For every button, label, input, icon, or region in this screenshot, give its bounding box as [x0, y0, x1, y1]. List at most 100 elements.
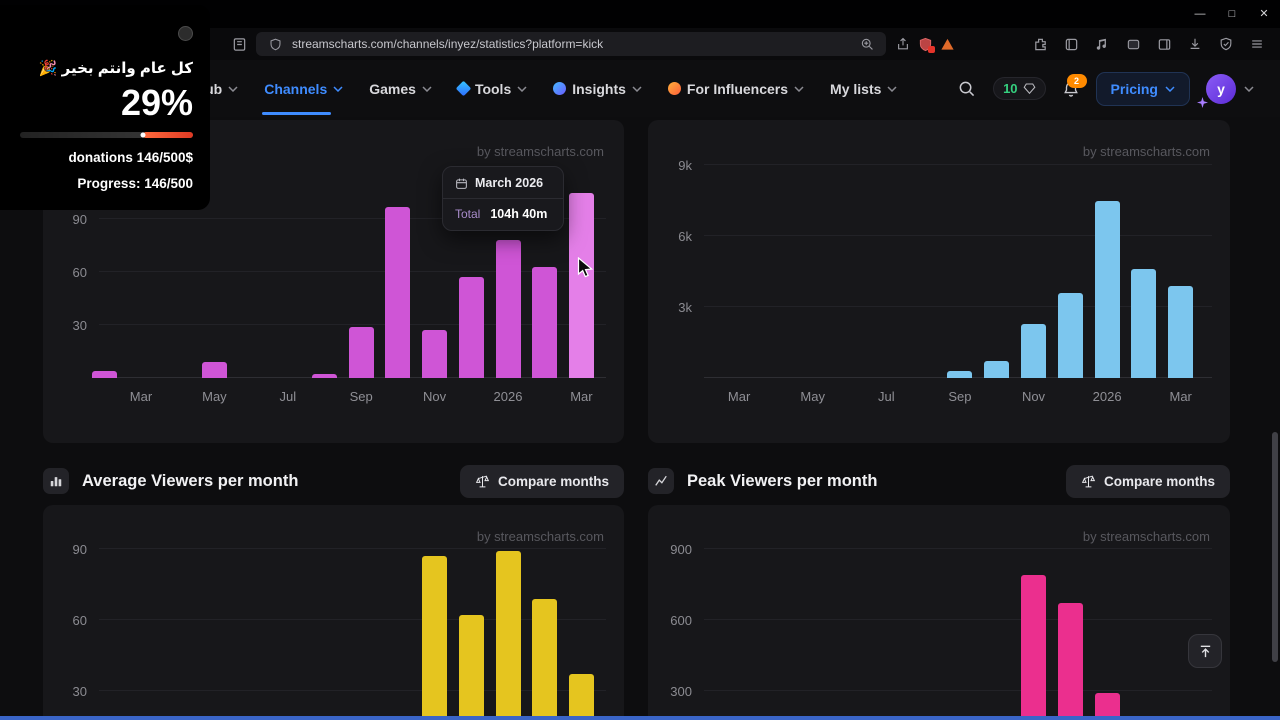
watermark: by streamscharts.com — [476, 144, 604, 159]
chevron-down-icon — [422, 85, 432, 92]
section-title: Peak Viewers per month — [687, 471, 878, 490]
window-restore-button[interactable]: □ — [1228, 8, 1236, 20]
chevron-down-icon — [632, 85, 642, 92]
browser-chrome: — □ ✕ streamscharts.com/channels/inyez/s… — [0, 0, 1280, 60]
bar-feb-2026[interactable] — [532, 266, 558, 378]
bar-mar-2026[interactable] — [568, 674, 594, 720]
scrollbar-thumb[interactable] — [1272, 432, 1278, 662]
bar-feb-2025[interactable] — [91, 370, 117, 378]
nav-item-games[interactable]: Games — [369, 81, 432, 97]
x-tick-label: Mar — [570, 389, 593, 404]
insights-icon — [553, 82, 567, 95]
bar-feb-2026[interactable] — [1131, 269, 1157, 378]
bar-may-2025[interactable] — [201, 362, 227, 378]
donation-progress-fill — [140, 132, 193, 138]
x-tick-label: 2026 — [1092, 389, 1122, 404]
bar-dec-2025[interactable] — [1057, 603, 1083, 720]
chevron-down-icon — [333, 85, 343, 92]
warning-triangle-icon[interactable] — [936, 33, 958, 55]
bar-nov-2025[interactable] — [422, 330, 448, 378]
gridline — [99, 218, 606, 219]
bar-jan-2026[interactable] — [495, 240, 521, 378]
library-icon[interactable] — [1060, 33, 1082, 55]
y-tick-label: 900 — [670, 542, 692, 557]
site-nav: Hub Channels Games Tools Insights — [0, 60, 1280, 117]
menu-icon[interactable] — [1246, 33, 1268, 55]
adblock-shield-icon[interactable] — [914, 33, 936, 55]
scroll-to-top-button[interactable] — [1188, 634, 1222, 668]
search-icon[interactable] — [955, 78, 977, 100]
chevron-down-icon — [1244, 85, 1254, 92]
bar-nov-2025[interactable] — [1021, 575, 1046, 720]
gridline — [99, 271, 606, 272]
bar-dec-2025[interactable] — [458, 277, 484, 378]
avatar[interactable]: y — [1206, 73, 1236, 104]
progress-thumb — [140, 132, 146, 138]
nav-item-channels[interactable]: Channels — [262, 81, 343, 115]
bar-jan-2026[interactable] — [495, 551, 521, 720]
downloads-icon[interactable] — [1184, 33, 1206, 55]
sidebar-icon[interactable] — [1153, 33, 1175, 55]
zoom-icon[interactable] — [856, 33, 878, 55]
chevron-down-icon — [228, 85, 238, 92]
chevron-down-icon — [1165, 85, 1175, 92]
y-tick-label: 3k — [678, 300, 692, 315]
account-menu[interactable]: y — [1197, 73, 1254, 108]
bar-sep-2025[interactable] — [947, 370, 973, 378]
music-icon[interactable] — [1091, 33, 1113, 55]
nav-item-insights[interactable]: Insights — [553, 81, 642, 97]
nav-item-for-influencers[interactable]: For Influencers — [667, 81, 804, 97]
bar-jan-2026[interactable] — [1094, 200, 1120, 378]
bar-aug-2025[interactable] — [312, 374, 337, 378]
nav-item-tools[interactable]: Tools — [455, 80, 527, 97]
compare-months-button[interactable]: Compare months — [1065, 464, 1230, 498]
chevron-down-icon — [517, 85, 527, 92]
chart-tooltip: March 2026 Total 104h 40m — [442, 166, 564, 231]
bar-nov-2025[interactable] — [422, 556, 448, 720]
bar-dec-2025[interactable] — [1057, 292, 1083, 378]
extensions-puzzle-icon[interactable] — [1029, 33, 1051, 55]
notification-count-badge: 2 — [1066, 73, 1087, 88]
bookmark-page-icon[interactable] — [228, 33, 250, 55]
scale-icon — [1081, 475, 1096, 487]
bar-jan-2026[interactable] — [1094, 693, 1120, 720]
pricing-button[interactable]: Pricing — [1095, 71, 1190, 106]
nav-label: Insights — [572, 80, 626, 97]
compare-months-button[interactable]: Compare months — [459, 464, 624, 498]
streak-badge[interactable]: 10 — [993, 77, 1046, 100]
nav-label: Tools — [474, 80, 512, 97]
gridline — [704, 690, 1212, 691]
notifications-bell[interactable]: 2 — [1062, 73, 1087, 98]
bar-sep-2025[interactable] — [348, 326, 374, 378]
bar-nov-2025[interactable] — [1021, 323, 1046, 378]
bar-dec-2025[interactable] — [458, 615, 484, 720]
donation-progress-bar — [20, 132, 193, 138]
overlay-logo-icon — [178, 26, 193, 41]
donations-text: donations 146/500$ — [68, 150, 193, 165]
nav-label: My lists — [830, 80, 882, 97]
nav-item-my-lists[interactable]: My lists — [830, 81, 897, 97]
share-icon[interactable] — [892, 33, 914, 55]
vpn-shield-icon[interactable] — [1215, 33, 1237, 55]
gridline — [704, 164, 1212, 165]
url-bar[interactable]: streamscharts.com/channels/inyez/statist… — [256, 32, 886, 56]
arrow-up-icon — [1200, 645, 1210, 657]
gridline — [704, 619, 1212, 620]
tracking-shield-icon[interactable] — [264, 33, 286, 55]
window-close-button[interactable]: ✕ — [1259, 8, 1269, 20]
watermark: by streamscharts.com — [1082, 144, 1210, 159]
bar-mar-2026[interactable] — [1168, 285, 1194, 378]
chevron-down-icon — [794, 85, 804, 92]
nav-right: 10 2 Pricing y — [955, 71, 1254, 108]
window-minimize-button[interactable]: — — [1194, 8, 1206, 20]
tab-strip: — □ ✕ — [0, 0, 1280, 28]
bar-mar-2026[interactable] — [568, 193, 594, 378]
bar-feb-2026[interactable] — [532, 598, 558, 720]
y-tick-label: 90 — [72, 212, 87, 227]
bar-oct-2025[interactable] — [984, 361, 1010, 378]
bar-oct-2025[interactable] — [385, 206, 411, 378]
pricing-label: Pricing — [1110, 80, 1158, 97]
y-tick-label: 6k — [678, 229, 692, 244]
bottom-edge-strip — [0, 716, 1280, 720]
screenshot-icon[interactable] — [1122, 33, 1144, 55]
